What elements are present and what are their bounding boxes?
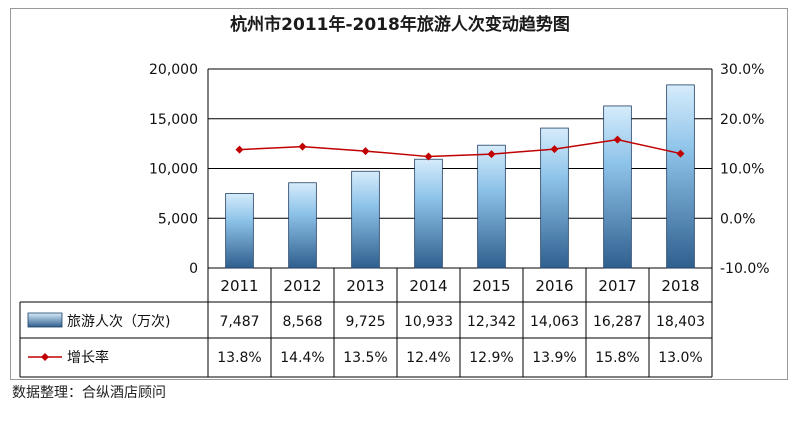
line-point <box>487 150 496 159</box>
line-point <box>613 135 622 144</box>
series-line-growth-rate <box>239 138 681 158</box>
data-label-visitors: 10,933 <box>404 314 453 330</box>
legend-swatch-bar <box>27 312 63 328</box>
data-label-visitors: 16,287 <box>593 314 642 330</box>
x-tick-label: 2015 <box>472 277 510 295</box>
line-point <box>235 145 244 154</box>
data-label-growth-rate: 12.9% <box>469 350 513 366</box>
data-label-growth-rate: 15.8% <box>595 350 639 366</box>
data-label-visitors: 7,487 <box>219 314 259 330</box>
x-tick-label: 2017 <box>598 277 636 295</box>
legend-label-bar: 旅游人次（万次) <box>67 314 170 330</box>
legend-marker-line <box>41 353 49 361</box>
source-note: 数据整理：合纵酒店顾问 <box>12 385 166 401</box>
bar <box>540 127 569 269</box>
y-right-tick-label: 20.0% <box>720 112 764 128</box>
data-label-growth-rate: 14.4% <box>280 350 324 366</box>
line-point <box>676 149 685 158</box>
data-label-visitors: 8,568 <box>282 314 322 330</box>
data-label-growth-rate: 13.8% <box>217 350 261 366</box>
data-label-visitors: 12,342 <box>467 314 516 330</box>
line-point <box>361 147 370 156</box>
y-left-tick-label: 20,000 <box>149 62 198 78</box>
line-point <box>424 152 433 161</box>
data-label-visitors: 14,063 <box>530 314 579 330</box>
chart-frame <box>10 8 788 380</box>
bar <box>603 105 632 269</box>
x-tick-label: 2012 <box>283 277 321 295</box>
bar <box>225 193 254 269</box>
data-label-visitors: 18,403 <box>656 314 705 330</box>
line-point <box>550 145 559 154</box>
x-tick-label: 2013 <box>346 277 384 295</box>
bar <box>414 158 443 269</box>
y-right-tick-label: 0.0% <box>720 211 756 227</box>
data-label-growth-rate: 12.4% <box>406 350 450 366</box>
x-tick-label: 2011 <box>220 277 258 295</box>
y-right-tick-label: 30.0% <box>720 62 764 78</box>
data-label-growth-rate: 13.9% <box>532 350 576 366</box>
line-point <box>298 142 307 151</box>
y-right-tick-label: -10.0% <box>720 261 770 277</box>
y-right-tick-label: 10.0% <box>720 162 764 178</box>
y-left-tick-label: 10,000 <box>149 162 198 178</box>
chart-title: 杭州市2011年-2018年旅游人次变动趋势图 <box>230 15 570 35</box>
y-left-tick-label: 15,000 <box>149 112 198 128</box>
data-label-growth-rate: 13.0% <box>658 350 702 366</box>
data-label-growth-rate: 13.5% <box>343 350 387 366</box>
bar <box>666 84 695 269</box>
legend-label-line: 增长率 <box>67 349 109 366</box>
x-tick-label: 2016 <box>535 277 573 295</box>
x-tick-label: 2014 <box>409 277 447 295</box>
y-left-tick-label: 5,000 <box>158 211 198 227</box>
bar <box>477 144 506 269</box>
bar <box>351 170 380 269</box>
x-tick-label: 2018 <box>661 277 699 295</box>
bar <box>288 182 317 269</box>
y-left-tick-label: 0 <box>189 261 198 277</box>
data-label-visitors: 9,725 <box>345 314 385 330</box>
